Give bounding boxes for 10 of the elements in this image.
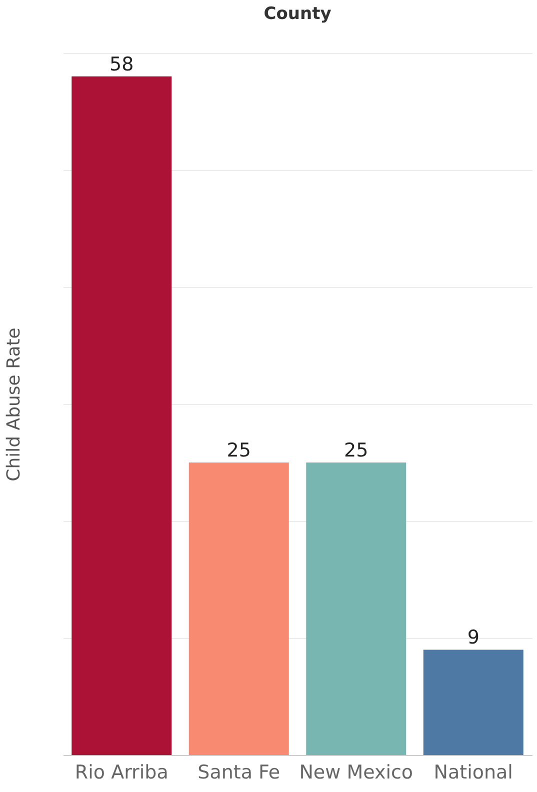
x-tick-label: National [434,762,513,784]
data-label: 58 [110,53,134,76]
x-tick-label: New Mexico [299,762,414,784]
data-label: 25 [226,440,251,462]
data-label: 9 [467,626,480,649]
y-axis-title: Child Abuse Rate [4,328,24,482]
x-tick-label: Rio Arriba [74,762,168,784]
data-label: 25 [344,440,368,462]
x-tick-label: Santa Fe [198,762,280,784]
x-axis-title: County [264,4,332,24]
